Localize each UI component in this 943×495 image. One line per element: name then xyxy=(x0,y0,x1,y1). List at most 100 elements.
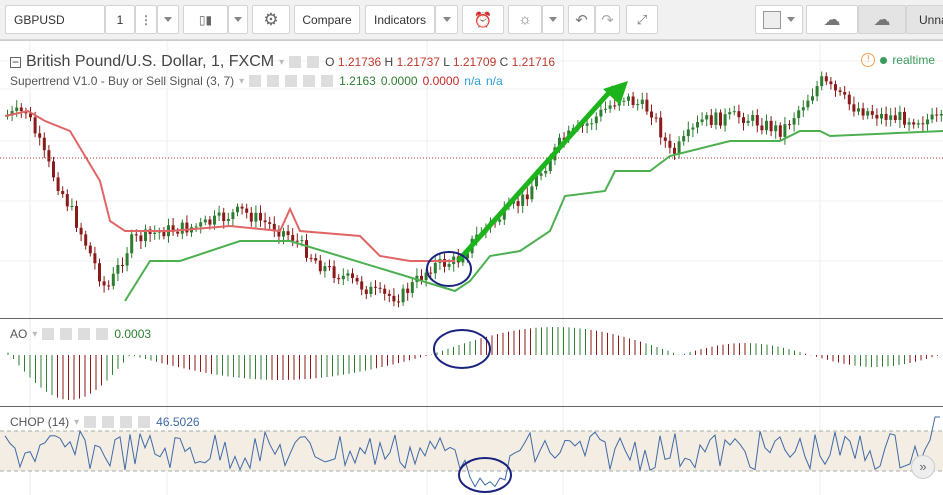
plus-icon[interactable] xyxy=(303,75,316,87)
candle-body xyxy=(231,212,235,219)
symbol-input[interactable]: GBPUSD xyxy=(5,5,105,34)
chevron-down-icon[interactable]: ▾ xyxy=(32,328,38,340)
braces-icon[interactable] xyxy=(285,75,298,87)
load-layout-button[interactable]: ☁ xyxy=(806,5,858,34)
candle-body xyxy=(222,212,226,222)
candle-body xyxy=(84,234,88,246)
close-icon[interactable] xyxy=(96,328,109,340)
candle-body xyxy=(341,275,345,280)
candle-body xyxy=(558,137,561,148)
candle-body xyxy=(199,222,203,227)
compare-button[interactable]: Compare xyxy=(294,5,360,34)
gear-icon[interactable] xyxy=(267,75,280,87)
candle-body xyxy=(397,301,400,303)
redo-icon: ↷ xyxy=(601,11,614,29)
candle-body xyxy=(61,190,65,195)
candle-body xyxy=(249,212,253,222)
indicators-dropdown[interactable] xyxy=(435,5,458,34)
price-chart xyxy=(0,41,943,319)
chart-type-dropdown[interactable] xyxy=(228,5,248,34)
settings-button[interactable]: ⚙ xyxy=(252,5,290,34)
interval-menu-button[interactable]: ⋮ xyxy=(135,5,157,34)
undo-button[interactable]: ↶ xyxy=(568,5,595,34)
cloud-upload-icon: ☁ xyxy=(873,9,891,29)
eye-icon[interactable] xyxy=(42,328,55,340)
candle-body xyxy=(778,125,782,137)
candle-body xyxy=(838,90,842,92)
chart-type-button[interactable]: ▯▮ xyxy=(183,5,228,34)
highlight-circle xyxy=(433,329,491,369)
candle-body xyxy=(295,240,299,242)
alert-button[interactable]: ⏰ xyxy=(462,5,504,34)
chevron-down-icon xyxy=(787,17,795,22)
price-pane[interactable]: − British Pound/U.S. Dollar, 1, FXCM ▾ O… xyxy=(0,40,943,319)
save-layout-button[interactable]: ☁ xyxy=(858,5,906,34)
interval-button[interactable]: 1 xyxy=(105,5,135,34)
candle-body xyxy=(544,170,548,174)
eye-icon[interactable] xyxy=(289,56,302,68)
candle-body xyxy=(111,273,115,286)
candle-body xyxy=(180,222,184,234)
supertrend-down-line xyxy=(4,109,455,262)
candle-body xyxy=(314,258,318,261)
candle-body xyxy=(613,105,617,107)
candle-body xyxy=(668,140,672,148)
candle-body xyxy=(640,99,644,105)
candle-body xyxy=(627,96,630,101)
chevron-down-icon xyxy=(234,17,242,22)
indicators-button[interactable]: Indicators xyxy=(365,5,435,34)
warning-icon[interactable]: ! xyxy=(861,53,876,67)
theme-dropdown[interactable] xyxy=(542,5,564,34)
plus-icon[interactable] xyxy=(78,328,91,340)
candle-body xyxy=(916,123,920,125)
undo-icon: ↶ xyxy=(575,11,588,29)
chevron-down-icon[interactable]: ▾ xyxy=(279,56,285,68)
alarm-add-icon: ⏰ xyxy=(473,11,493,29)
close-icon[interactable] xyxy=(138,416,151,428)
interval-dropdown[interactable] xyxy=(157,5,179,34)
candle-body xyxy=(907,122,911,125)
candle-body xyxy=(843,91,847,95)
chevron-down-icon[interactable]: ▾ xyxy=(74,416,80,428)
fullscreen-button[interactable]: ⤢ xyxy=(626,5,658,34)
candle-body xyxy=(75,206,78,228)
candle-body xyxy=(387,293,391,296)
gear-icon: ⚙ xyxy=(263,9,279,29)
redo-button[interactable]: ↷ xyxy=(595,5,620,34)
layout-name-button[interactable]: Unna xyxy=(906,5,943,34)
candle-body xyxy=(323,266,327,272)
candle-body xyxy=(47,150,51,162)
chop-chart xyxy=(0,407,943,495)
plus-icon[interactable] xyxy=(120,416,133,428)
scroll-to-end-button[interactable]: » xyxy=(911,455,935,479)
close-icon[interactable] xyxy=(321,75,334,87)
highlight-circle xyxy=(426,251,472,287)
candle-body xyxy=(824,76,828,82)
symbol-title: British Pound/U.S. Dollar, 1, FXCM xyxy=(26,53,275,70)
chevron-down-icon xyxy=(442,17,451,22)
candle-body xyxy=(691,127,695,130)
chop-pane[interactable]: CHOP (14) ▾ 46.5026 » xyxy=(0,406,943,495)
candle-body xyxy=(346,273,350,276)
candle-body xyxy=(719,112,722,126)
chop-line xyxy=(4,416,940,488)
theme-button[interactable]: ☼ xyxy=(508,5,542,34)
gear-icon[interactable] xyxy=(102,416,115,428)
chevron-down-icon[interactable]: ▾ xyxy=(239,75,245,87)
candle-body xyxy=(328,266,331,268)
ao-legend: AO ▾ 0.0003 xyxy=(10,327,152,341)
square-icon xyxy=(763,10,781,29)
fullscreen-icon: ⤢ xyxy=(636,11,648,27)
drawing-color-button[interactable] xyxy=(755,5,803,34)
ao-pane[interactable]: AO ▾ 0.0003 xyxy=(0,318,943,407)
candle-body xyxy=(636,104,640,106)
gear-icon[interactable] xyxy=(307,56,320,68)
gear-icon[interactable] xyxy=(60,328,73,340)
candle-body xyxy=(682,136,686,142)
candle-body xyxy=(893,115,897,121)
collapse-icon[interactable]: − xyxy=(10,54,21,69)
eye-icon[interactable] xyxy=(84,416,97,428)
candle-body xyxy=(52,161,55,178)
candle-body xyxy=(332,266,336,279)
eye-icon[interactable] xyxy=(249,75,262,87)
